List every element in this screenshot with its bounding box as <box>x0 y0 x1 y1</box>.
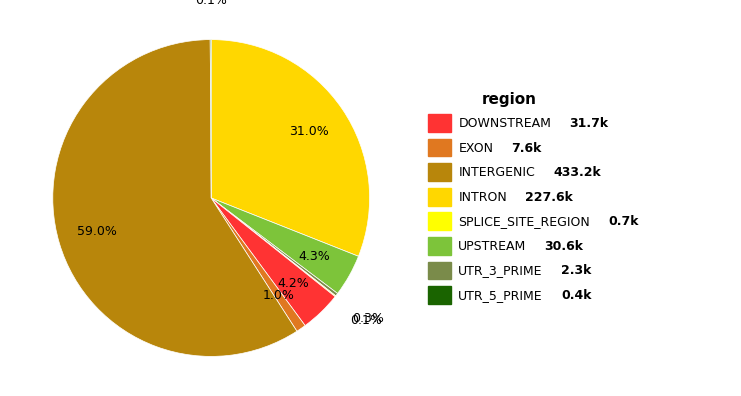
Wedge shape <box>211 40 370 256</box>
Wedge shape <box>211 198 336 297</box>
Wedge shape <box>210 40 211 198</box>
Text: 0.1%: 0.1% <box>350 314 382 327</box>
Wedge shape <box>211 198 305 331</box>
Text: 31.0%: 31.0% <box>290 125 329 138</box>
Wedge shape <box>211 198 359 293</box>
Text: 227.6k: 227.6k <box>525 191 573 204</box>
Text: 30.6k: 30.6k <box>545 240 584 253</box>
Legend: DOWNSTREAM, EXON, INTERGENIC, INTRON, SPLICE_SITE_REGION, UPSTREAM, UTR_3_PRIME,: DOWNSTREAM, EXON, INTERGENIC, INTRON, SP… <box>423 87 595 309</box>
Text: 4.3%: 4.3% <box>299 250 330 263</box>
Text: 2.3k: 2.3k <box>561 265 591 277</box>
Text: 59.0%: 59.0% <box>77 225 117 238</box>
Text: 4.2%: 4.2% <box>278 277 310 290</box>
Wedge shape <box>211 198 335 326</box>
Text: 1.0%: 1.0% <box>262 289 294 302</box>
Wedge shape <box>53 40 297 356</box>
Text: 7.6k: 7.6k <box>511 141 542 154</box>
Text: 0.7k: 0.7k <box>608 215 639 228</box>
Wedge shape <box>211 198 338 296</box>
Text: 0.4k: 0.4k <box>561 289 591 302</box>
Text: 0.3%: 0.3% <box>352 312 384 326</box>
Text: 0.1%: 0.1% <box>195 0 227 6</box>
Text: 433.2k: 433.2k <box>553 166 601 179</box>
Text: 31.7k: 31.7k <box>569 117 608 130</box>
